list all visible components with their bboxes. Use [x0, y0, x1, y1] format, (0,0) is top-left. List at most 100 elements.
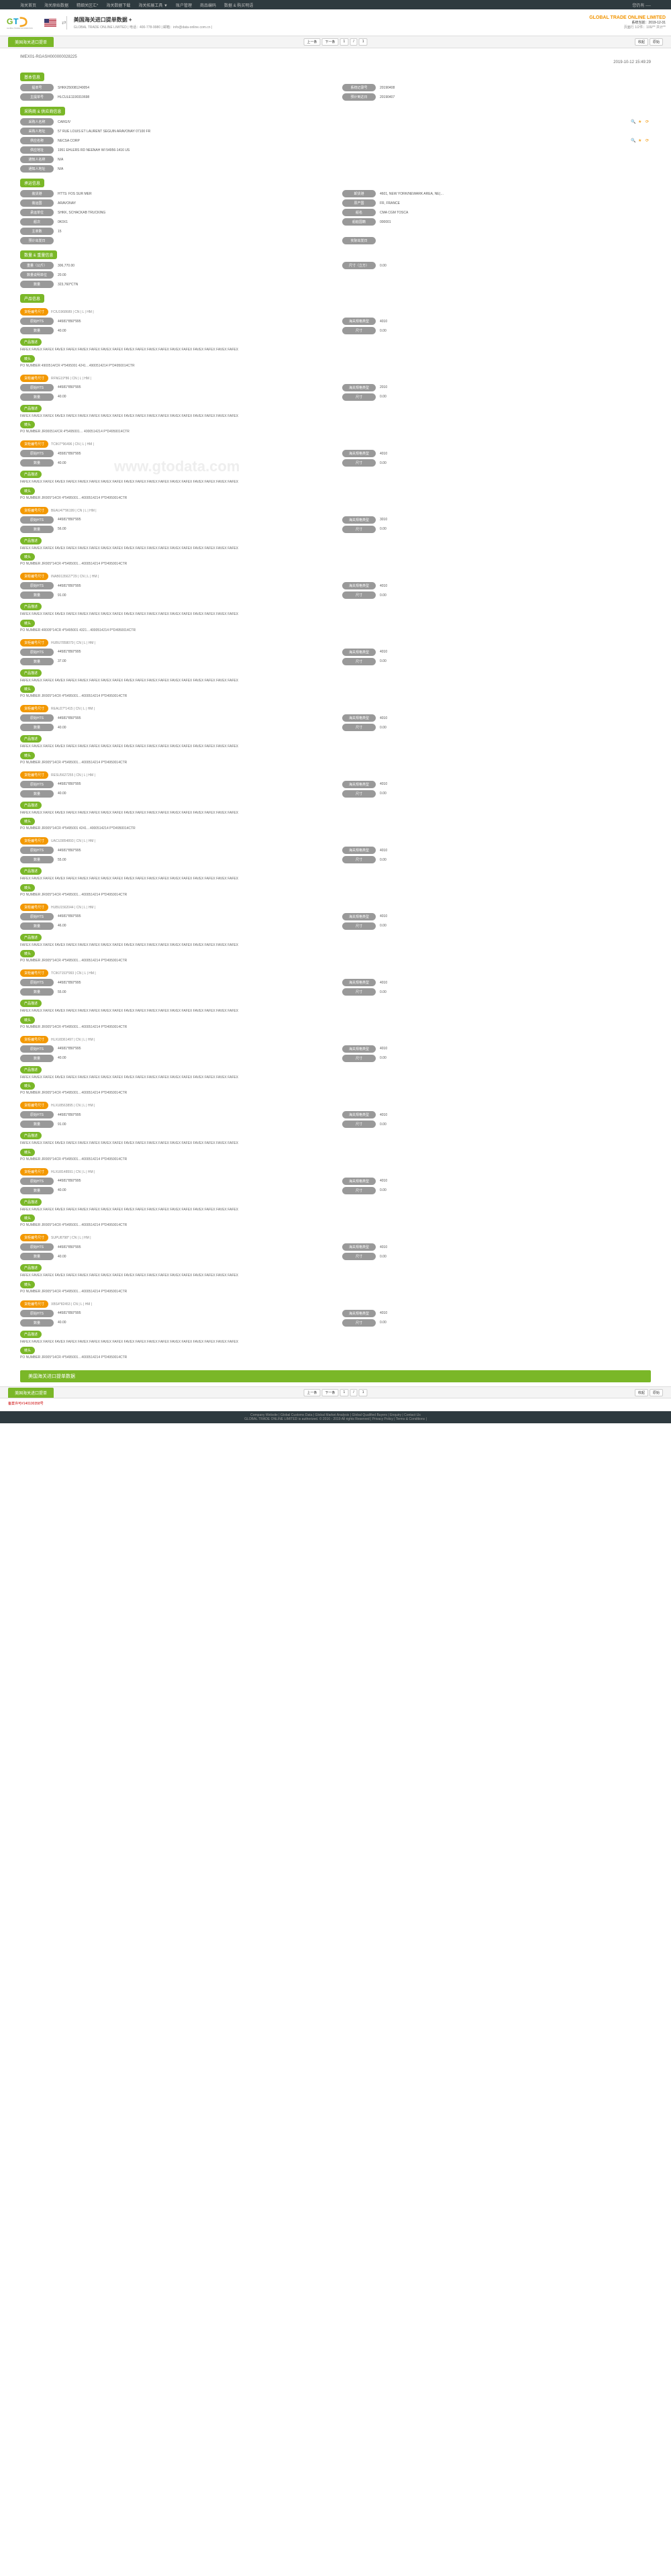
pager-btn[interactable]: 1 — [340, 38, 349, 46]
kv-row: 提单号SHKK250081240054 — [20, 84, 329, 91]
mark-text: PO NUMBER JR000514/CR 4*5495001… 4000514… — [20, 430, 651, 434]
pager-btn[interactable]: 下一条 — [322, 38, 339, 46]
brand-name: GLOBAL TRADE ONLINE LIMITED — [589, 15, 666, 21]
tab-bottom[interactable]: 美国海关进口提单 — [8, 1388, 54, 1398]
kv-row: 采购人名称CARGIV 🔍 ★ ⟳ — [20, 118, 651, 126]
pager-btn[interactable]: 1 — [359, 38, 368, 46]
kv-value: 4010 — [380, 1245, 651, 1249]
kv-row: 装货港HTTS: FOS SUR MER — [20, 190, 329, 197]
kv-label: 原始HTS — [20, 582, 54, 589]
kv-row: 装运国ARAVONAY — [20, 199, 329, 207]
kv-row: 尺寸0.00 — [342, 327, 651, 334]
kv-value: 56.00 — [58, 527, 329, 531]
mark-text: PO NUMBER JR005*14CR 4*5495001…400051421… — [20, 959, 651, 963]
toolbar-btn[interactable]: 原始 — [650, 38, 663, 46]
title-block: 美国海关进口提单数据 + GLOBAL TRADE ONLINE LIMITED… — [66, 16, 589, 30]
kv-row: 重量（公斤）306,770.00 — [20, 262, 329, 269]
mark-label: 唛头 — [20, 355, 35, 363]
nav-link[interactable]: 海关首页 — [20, 2, 36, 8]
kv-label: 尺寸 — [342, 1253, 376, 1260]
toolbar-btn[interactable]: 收起 — [635, 38, 648, 46]
kv-row: 数量40.00 — [20, 790, 329, 798]
container-label: 货柜编号尺寸 — [20, 904, 48, 911]
kv-row: 原始HTS44581*850*995 — [20, 781, 329, 788]
kv-label: 海关规格类型 — [342, 582, 376, 589]
kv-label: 尺寸 — [342, 393, 376, 401]
nav-link[interactable]: 海关数据下载 — [106, 2, 130, 8]
toolbar: 美国海关进口提单 上一条下一条1/1 收起原始 — [0, 36, 671, 48]
search-icon[interactable]: 🔍 — [631, 120, 636, 125]
search-icon[interactable]: 🔍 — [631, 138, 636, 144]
kv-value: 0.00 — [380, 858, 651, 862]
kv-row: 海关规格类型4010 — [342, 450, 651, 457]
star-icon[interactable]: ★ — [638, 120, 643, 125]
mark-label: 唛头 — [20, 487, 35, 495]
nav-link[interactable]: 数据 & 购买明语 — [224, 2, 253, 8]
kv-label: 原始HTS — [20, 781, 54, 788]
pager-btn[interactable]: 上一条 — [304, 1389, 321, 1396]
kv-row: 原始HTS44581*850*995 — [20, 649, 329, 656]
kv-row: 数量91.00 — [20, 1120, 329, 1128]
kv-value: NECSA CORP — [58, 139, 627, 143]
pager-btn[interactable]: / — [350, 38, 357, 46]
mark-label: 唛头 — [20, 752, 35, 759]
exchange-icon[interactable]: ⇄ — [62, 19, 66, 26]
star-icon[interactable]: ★ — [638, 138, 643, 144]
kv-row: 数量40.00 — [20, 459, 329, 467]
kv-row: 主单数15 — [20, 228, 651, 235]
kv-row: 尺寸0.00 — [342, 856, 651, 863]
kv-label: 数量 — [20, 327, 54, 334]
nav-link[interactable]: 账户管理 — [176, 2, 192, 8]
mark-label: 唛头 — [20, 1149, 35, 1156]
toolbar-btn[interactable]: 收起 — [635, 1389, 648, 1396]
kv-value: 4010 — [380, 1047, 651, 1051]
top-nav-links: 海关首页 海关原始数据 精细关区汇* 海关数据下载 海关拓展工具 ▼ 账户管理 商品编码 数据… — [20, 2, 253, 8]
kv-label: 尺寸 — [342, 1187, 376, 1194]
kv-value: 4010 — [380, 1179, 651, 1183]
nav-link[interactable]: 海关拓展工具 ▼ — [138, 2, 168, 8]
kv-row: 海关规格类型4010 — [342, 1045, 651, 1053]
kv-value: 44581*850*995 — [58, 650, 329, 654]
nav-link[interactable]: 商品编码 — [200, 2, 216, 8]
kv-row: 数量40.00 — [20, 393, 329, 401]
tab-active[interactable]: 美国海关进口提单 — [8, 37, 54, 47]
kv-row: 海关规格类型4010 — [342, 1111, 651, 1118]
pager-btn[interactable]: 上一条 — [304, 38, 321, 46]
pager-btn[interactable]: 1 — [359, 1389, 368, 1396]
kv-value: 57 RUE LOUIS ET LAURENT SEGUIN ARAVONAY … — [58, 130, 651, 134]
link-icon[interactable]: ⟳ — [646, 138, 651, 144]
kv-label: 数量 — [20, 1120, 54, 1128]
container-ts: HUBU1562044 | CN | L | HM | — [51, 906, 95, 910]
kv-label: 原始HTS — [20, 1310, 54, 1317]
kv-label: 船舶国籍 — [342, 218, 376, 226]
kv-value: HTTS: FOS SUR MER — [58, 192, 329, 196]
kv-label: 海关规格类型 — [342, 649, 376, 656]
kv-row: 原始HTS44581*850*995 — [20, 913, 329, 920]
toolbar-btn[interactable]: 原始 — [650, 1389, 663, 1396]
kv-label: 海关规格类型 — [342, 1111, 376, 1118]
kv-row: 尺寸0.00 — [342, 1253, 651, 1260]
desc-text: FAFEX FAVEX FAFEX FAVEX FAFEX FAVEX FAFE… — [20, 877, 651, 881]
nav-link[interactable]: 精细关区汇* — [76, 2, 98, 8]
kv-row: 数量91.00 — [20, 591, 329, 599]
kv-value: 40.00 — [58, 329, 329, 333]
kv-row: 原始HTS44581*850*995 — [20, 979, 329, 986]
kv-row: 海关规格类型4010 — [342, 1178, 651, 1185]
mark-text: PO NUMBER JR005*14CR 4*5495001…400051421… — [20, 1157, 651, 1161]
pager-btn[interactable]: 1 — [340, 1389, 349, 1396]
nav-link[interactable]: 海关原始数据 — [44, 2, 68, 8]
mark-text: PO NUMBER JR005*14CR 4*5495001…400051421… — [20, 694, 651, 698]
pager-btn[interactable]: 下一条 — [322, 1389, 339, 1396]
product-block: 货柜编号尺寸TCIKI7153*993 | CN | L | HM | 原始HT… — [20, 967, 651, 1029]
kv-value: 4010 — [380, 584, 651, 588]
kv-row: 原始HTS44581*850*995 — [20, 1178, 329, 1185]
desc-text: FAFEX FAVEX FAFEX FAVEX FAFEX FAVEX FAFE… — [20, 745, 651, 749]
kv-value: 44581*850*995 — [58, 320, 329, 324]
pager-btn[interactable]: / — [350, 1389, 357, 1396]
container-ts: HLXU8563895 | CN | L | HM | — [51, 1104, 95, 1108]
footer: Company Website | Global Customs Data | … — [0, 1411, 671, 1423]
product-block: 货柜编号尺寸RESU5627255 | CN | L | HM | 原始HTS4… — [20, 769, 651, 831]
kv-label: 原始HTS — [20, 714, 54, 722]
link-icon[interactable]: ⟳ — [646, 120, 651, 125]
kv-value: 4010 — [380, 650, 651, 654]
